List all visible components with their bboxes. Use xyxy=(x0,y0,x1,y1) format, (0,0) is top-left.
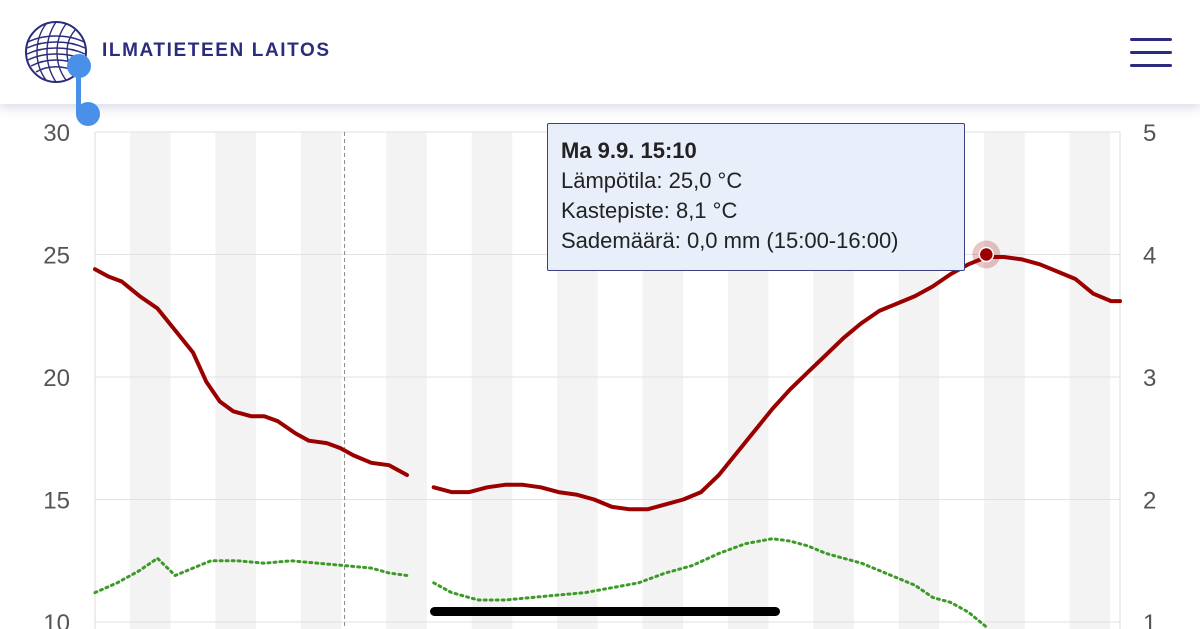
y-left-tick-label: 25 xyxy=(43,243,70,270)
y-right-tick-label: 4 xyxy=(1143,243,1156,270)
y-left-tick-label: 10 xyxy=(43,610,70,629)
y-right-tick-label: 2 xyxy=(1143,488,1156,515)
background-band xyxy=(215,132,256,629)
temperature-line xyxy=(93,267,409,477)
background-band xyxy=(386,132,427,629)
dewpoint-line xyxy=(93,556,409,595)
tooltip-temperature: Lämpötila: 25,0 °C xyxy=(561,168,743,193)
y-right-tick-label: 3 xyxy=(1143,365,1156,392)
background-band xyxy=(130,132,171,629)
background-band xyxy=(300,132,342,629)
home-indicator xyxy=(430,607,780,616)
tooltip: Ma 9.9. 15:10 Lämpötila: 25,0 °C Kastepi… xyxy=(547,123,965,271)
y-right-tick-label: 1 xyxy=(1143,610,1156,629)
y-left-tick-label: 30 xyxy=(43,120,70,147)
tooltip-precipitation: Sademäärä: 0,0 mm (15:00-16:00) xyxy=(561,228,899,253)
background-band xyxy=(1069,132,1111,629)
highlight-point xyxy=(978,246,995,263)
logo-text[interactable]: ILMATIETEEN LAITOS xyxy=(102,40,331,61)
tooltip-title: Ma 9.9. 15:10 xyxy=(561,138,697,163)
background-band xyxy=(471,132,513,629)
y-right-tick-label: 5 xyxy=(1143,120,1156,147)
dewpoint-line xyxy=(432,537,988,629)
hamburger-menu-icon[interactable] xyxy=(1128,36,1174,70)
header: ILMATIETEEN LAITOS xyxy=(0,0,1200,104)
background-band xyxy=(984,132,1025,629)
drag-handle[interactable] xyxy=(66,50,106,130)
y-left-tick-label: 20 xyxy=(43,365,70,392)
tooltip-dewpoint: Kastepiste: 8,1 °C xyxy=(561,198,738,223)
y-left-tick-label: 15 xyxy=(43,488,70,515)
temperature-line xyxy=(431,255,1122,512)
